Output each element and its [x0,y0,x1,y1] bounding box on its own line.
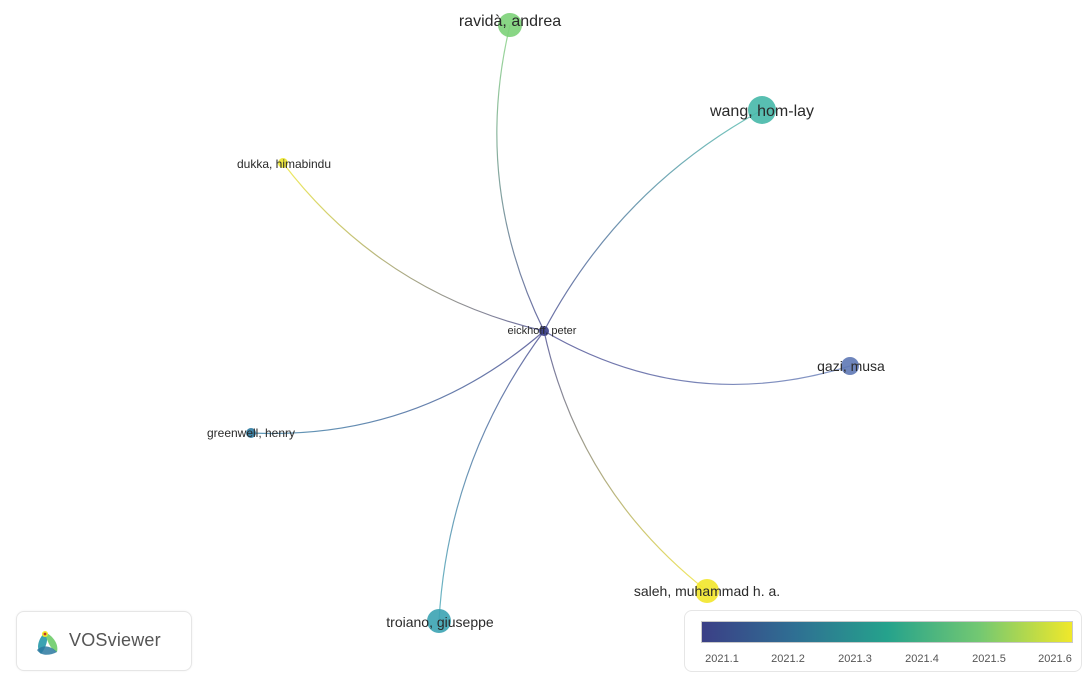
node-saleh[interactable] [695,579,719,603]
scale-tick: 2021.3 [838,653,872,665]
node-troiano[interactable] [427,609,451,633]
scale-tick: 2021.1 [705,653,739,665]
scale-tick: 2021.4 [905,653,939,665]
color-scale-legend: 2021.1 2021.2 2021.3 2021.4 2021.5 2021.… [684,610,1082,672]
node-label-qazi[interactable]: qazi, musa [817,358,885,374]
scale-tick: 2021.5 [972,653,1006,665]
link-eickhoff-troiano [438,330,545,622]
vosviewer-logo-icon [37,631,58,655]
node-label-ravida[interactable]: ravidà, andrea [458,13,562,30]
node-label-dukka[interactable]: dukka, himabindu [236,157,332,171]
node-label-troiano[interactable]: troiano, giuseppe [386,614,494,630]
link-eickhoff-qazi [543,330,851,386]
node-greenwell[interactable] [246,428,256,438]
link-eickhoff-wang [543,109,763,332]
node-label-eickhoff[interactable]: eickhoff, peter [507,325,577,337]
scale-tick: 2021.6 [1038,653,1072,665]
node-ravida[interactable] [498,13,522,37]
link-eickhoff-greenwell [250,330,545,435]
links-layer [250,24,851,622]
node-label-wang[interactable]: wang, hom-lay [709,103,815,120]
scale-tick: 2021.2 [771,653,805,665]
node-label-saleh[interactable]: saleh, muhammad h. a. [633,583,781,599]
link-eickhoff-ravida [496,24,545,332]
node-qazi[interactable] [841,357,859,375]
vosviewer-logo-text: VOSviewer [69,630,161,650]
node-wang[interactable] [748,96,776,124]
color-scale-gradient-bar [701,621,1073,643]
vosviewer-logo: VOSviewer [16,611,192,671]
node-label-greenwell[interactable]: greenwell, henry [206,426,296,440]
link-eickhoff-dukka [282,162,545,332]
node-eickhoff[interactable] [539,326,549,336]
link-eickhoff-saleh [543,330,708,592]
node-dukka[interactable] [278,158,288,168]
nodes-layer [246,13,859,633]
